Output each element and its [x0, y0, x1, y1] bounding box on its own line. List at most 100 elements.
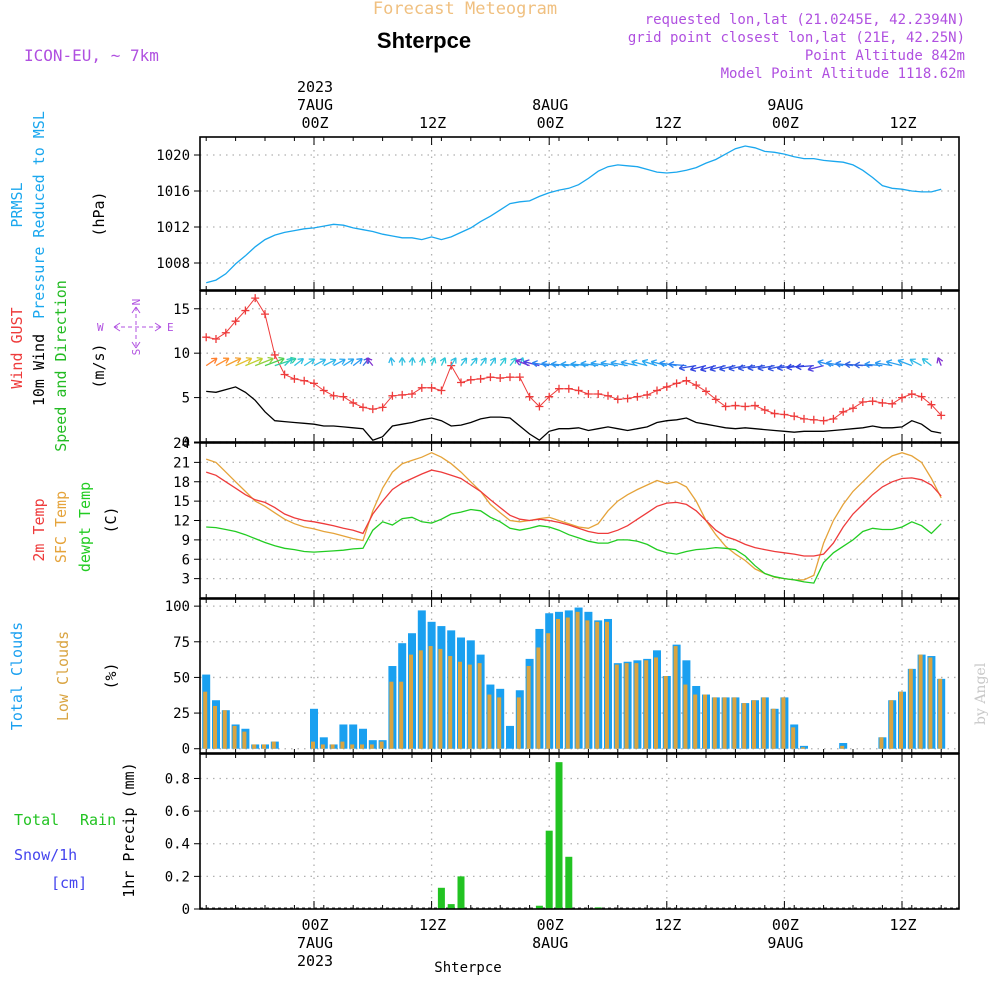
gust-marker	[496, 374, 505, 383]
wind-speed-line	[206, 386, 942, 442]
gust-marker	[907, 390, 916, 399]
y-tick-label: 1008	[156, 256, 190, 272]
wind-direction-arrow	[560, 361, 579, 369]
arrow-head	[854, 361, 861, 369]
wind-direction-arrow	[936, 357, 944, 366]
label-10m-wind: 10m Wind	[30, 334, 48, 406]
arrow-head	[757, 364, 764, 372]
low-cloud-bar	[565, 617, 570, 749]
arrow-head	[835, 360, 842, 368]
gust-marker	[741, 402, 750, 411]
arrow-shaft	[215, 357, 230, 367]
low-cloud-bar	[879, 737, 884, 749]
arrow-head	[471, 357, 478, 364]
wind-direction-arrow	[897, 358, 913, 367]
arrow-head	[659, 360, 666, 368]
low-cloud-bar	[693, 694, 698, 749]
low-cloud-bar	[742, 703, 747, 749]
gust-marker	[447, 361, 456, 370]
gust-marker	[917, 392, 926, 401]
arrow-head	[747, 364, 754, 372]
gust-marker	[564, 384, 573, 393]
point-altitude: Point Altitude 842m	[805, 48, 965, 64]
gust-marker	[270, 350, 279, 359]
low-cloud-bar	[409, 654, 413, 749]
wind-direction-arrow	[864, 361, 883, 369]
gust-marker	[584, 390, 593, 399]
arrow-head	[500, 357, 507, 364]
y-tick-label: 0	[182, 742, 190, 758]
arrow-head	[709, 365, 716, 372]
total-cloud-bar	[349, 724, 358, 749]
sfc-temp-line	[205, 451, 942, 581]
arrow-shaft	[631, 360, 648, 367]
arrow-head	[308, 358, 316, 365]
total-cloud-bar	[800, 745, 808, 749]
arrow-head	[347, 358, 355, 365]
wind-direction-arrow	[541, 360, 560, 368]
gust-marker	[212, 334, 220, 343]
low-cloud-bar	[399, 681, 404, 749]
gust-marker	[486, 373, 495, 382]
arrow-head	[767, 364, 774, 372]
low-cloud-bar	[644, 660, 649, 749]
wind-direction-arrow	[835, 360, 854, 368]
model-name: ICON-EU, ~ 7km	[24, 46, 159, 65]
arrow-head	[909, 358, 916, 365]
low-cloud-bar	[497, 697, 502, 749]
wind-direction-arrow	[580, 360, 599, 368]
low-cloud-bar	[791, 727, 796, 749]
arrow-shaft	[499, 357, 507, 366]
low-cloud-bar	[918, 654, 923, 749]
wind-direction-arrow	[531, 360, 550, 368]
arrow-head	[356, 357, 363, 365]
arrow-head	[728, 364, 735, 372]
low-cloud-bar	[556, 618, 560, 749]
arrow-head	[450, 357, 457, 364]
arrow-shaft	[728, 364, 746, 370]
wind-direction-arrow	[737, 364, 756, 372]
arrow-head	[678, 364, 685, 372]
gust-marker	[261, 310, 269, 319]
y-tick-label: 15	[173, 494, 190, 510]
panel-frame	[199, 290, 960, 443]
y-tick-label: 10	[173, 346, 190, 362]
low-cloud-bar	[771, 708, 776, 749]
arrow-shaft	[509, 357, 517, 367]
gust-marker	[858, 398, 867, 407]
low-cloud-bar	[801, 747, 805, 749]
wind-direction-arrow	[245, 356, 264, 367]
y-tick-label: 1012	[156, 220, 190, 236]
low-cloud-bar	[360, 744, 364, 749]
total-cloud-bar	[310, 708, 318, 749]
panel-frame	[199, 136, 960, 291]
y-tick-label: 0.8	[165, 771, 190, 787]
arrow-head	[936, 357, 944, 364]
wind-direction-arrow	[509, 357, 517, 367]
wind-direction-arrow	[205, 357, 218, 367]
arrow-head	[620, 359, 627, 367]
bottom-time-label: 8AUG	[532, 934, 568, 952]
arrow-head	[631, 359, 638, 367]
y-tick-label: 24	[173, 436, 190, 452]
low-cloud-bar	[928, 657, 933, 749]
arrow-head	[429, 357, 437, 364]
arrow-shaft	[747, 364, 765, 370]
arrow-head	[689, 365, 697, 372]
low-cloud-bar	[487, 694, 492, 749]
arrow-head	[580, 360, 587, 368]
gust-line	[206, 297, 942, 422]
wind-direction-arrow	[235, 357, 253, 367]
rain-bar	[545, 830, 553, 909]
gust-marker	[623, 394, 632, 403]
gust-marker	[457, 378, 465, 387]
arrow-shaft	[767, 364, 785, 370]
gust-marker	[525, 392, 534, 401]
gust-marker	[633, 392, 642, 401]
y-tick-label: 0	[182, 902, 190, 918]
top-time-label: 12Z	[419, 114, 446, 132]
arrow-head	[339, 358, 346, 365]
arrow-shaft	[551, 363, 569, 367]
low-cloud-bar	[448, 656, 453, 749]
